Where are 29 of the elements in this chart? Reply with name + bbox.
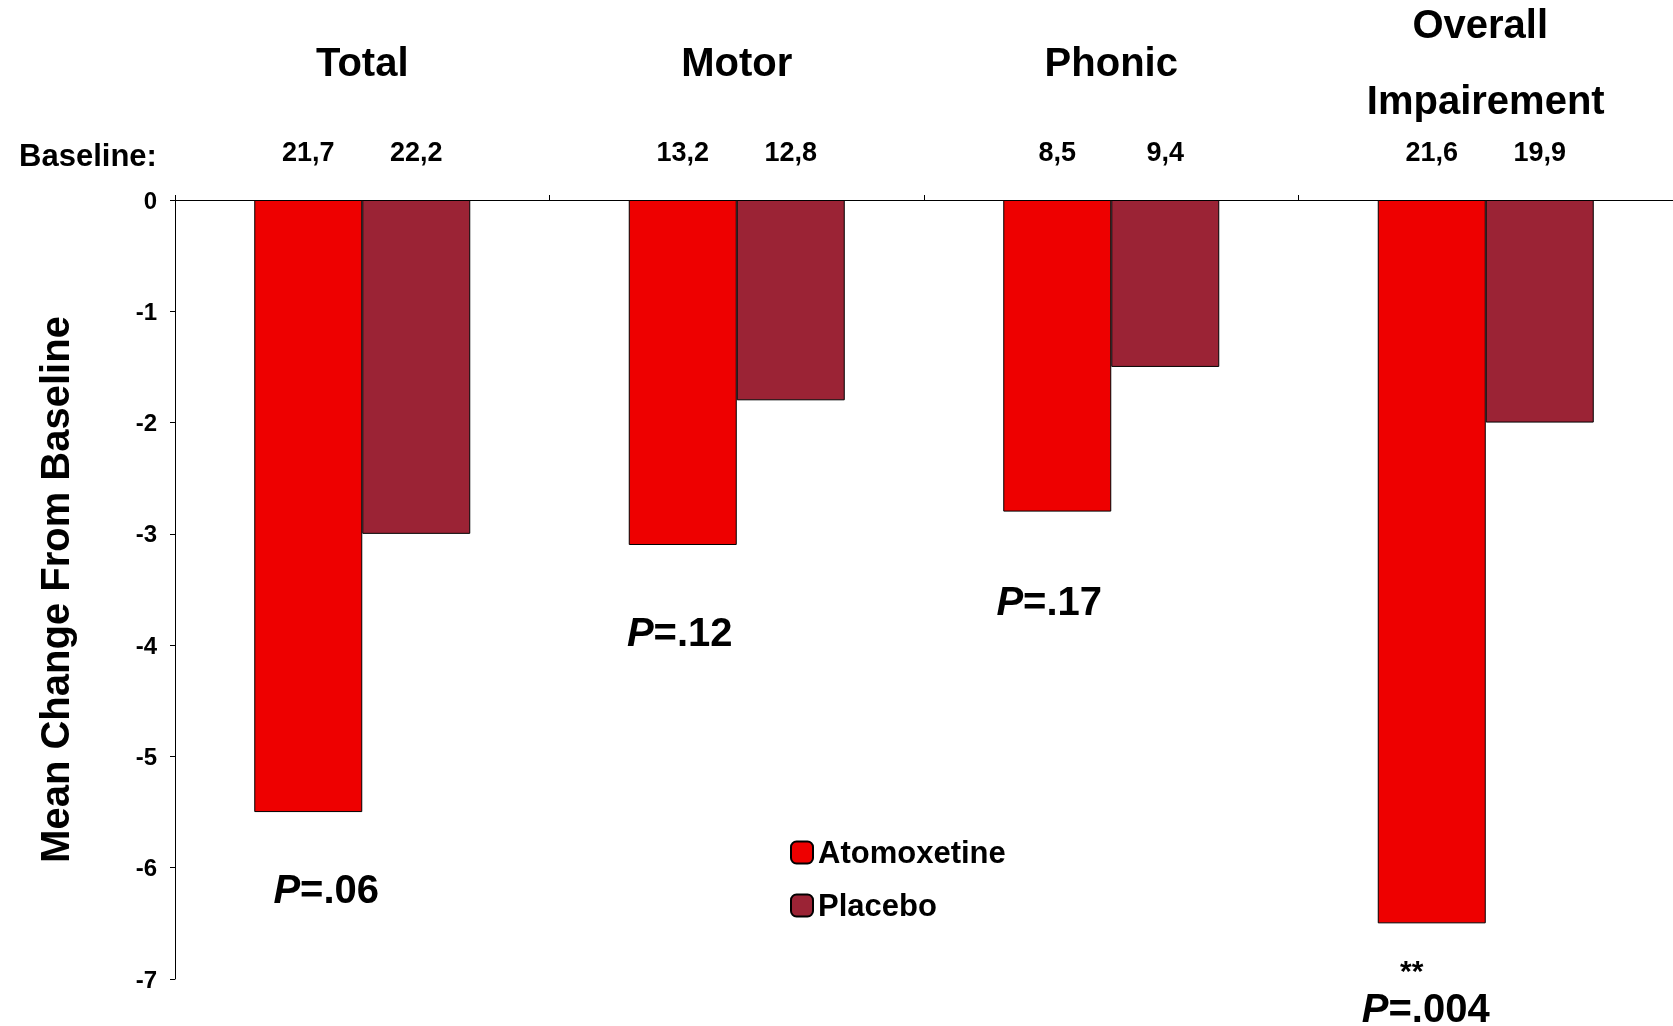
text: 21,7 <box>281 137 335 167</box>
legend-label: Placebo <box>818 888 937 923</box>
text: 9,4 <box>1146 137 1185 167</box>
x-tick-label: Overall Impairement <box>1366 2 1605 122</box>
y-tick-label: -2 <box>135 409 157 437</box>
annotation: P=.17 <box>996 579 1103 623</box>
annotation: P=.12 <box>626 610 733 654</box>
x-tick-label: Motor <box>681 40 793 84</box>
y-tick-label: -1 <box>135 297 157 325</box>
text: 21,6 <box>1405 137 1459 167</box>
legend-label: Atomoxetine <box>818 835 1006 870</box>
y-tick-label: -5 <box>135 742 157 770</box>
y-tick-label: -3 <box>135 520 157 548</box>
x-tick-label: Total <box>315 40 409 84</box>
text: P=.004 <box>1361 986 1491 1026</box>
text: 8,5 <box>1038 137 1077 167</box>
y-tick-label: -7 <box>135 965 157 993</box>
text: 13,2 <box>656 137 710 167</box>
annotation: ** <box>1400 953 1424 987</box>
y-axis-title: Mean Change From Baseline <box>33 316 77 863</box>
x-tick-label: Phonic <box>1044 40 1178 84</box>
text: Baseline: <box>19 137 157 173</box>
y-tick-label: -6 <box>135 854 157 882</box>
text: 22,2 <box>389 137 443 167</box>
text: 12,8 <box>764 137 818 167</box>
text: 19,9 <box>1513 137 1567 167</box>
y-tick-label: -4 <box>135 631 158 659</box>
y-tick-label: 0 <box>143 186 157 214</box>
annotation: P=.06 <box>273 867 380 911</box>
